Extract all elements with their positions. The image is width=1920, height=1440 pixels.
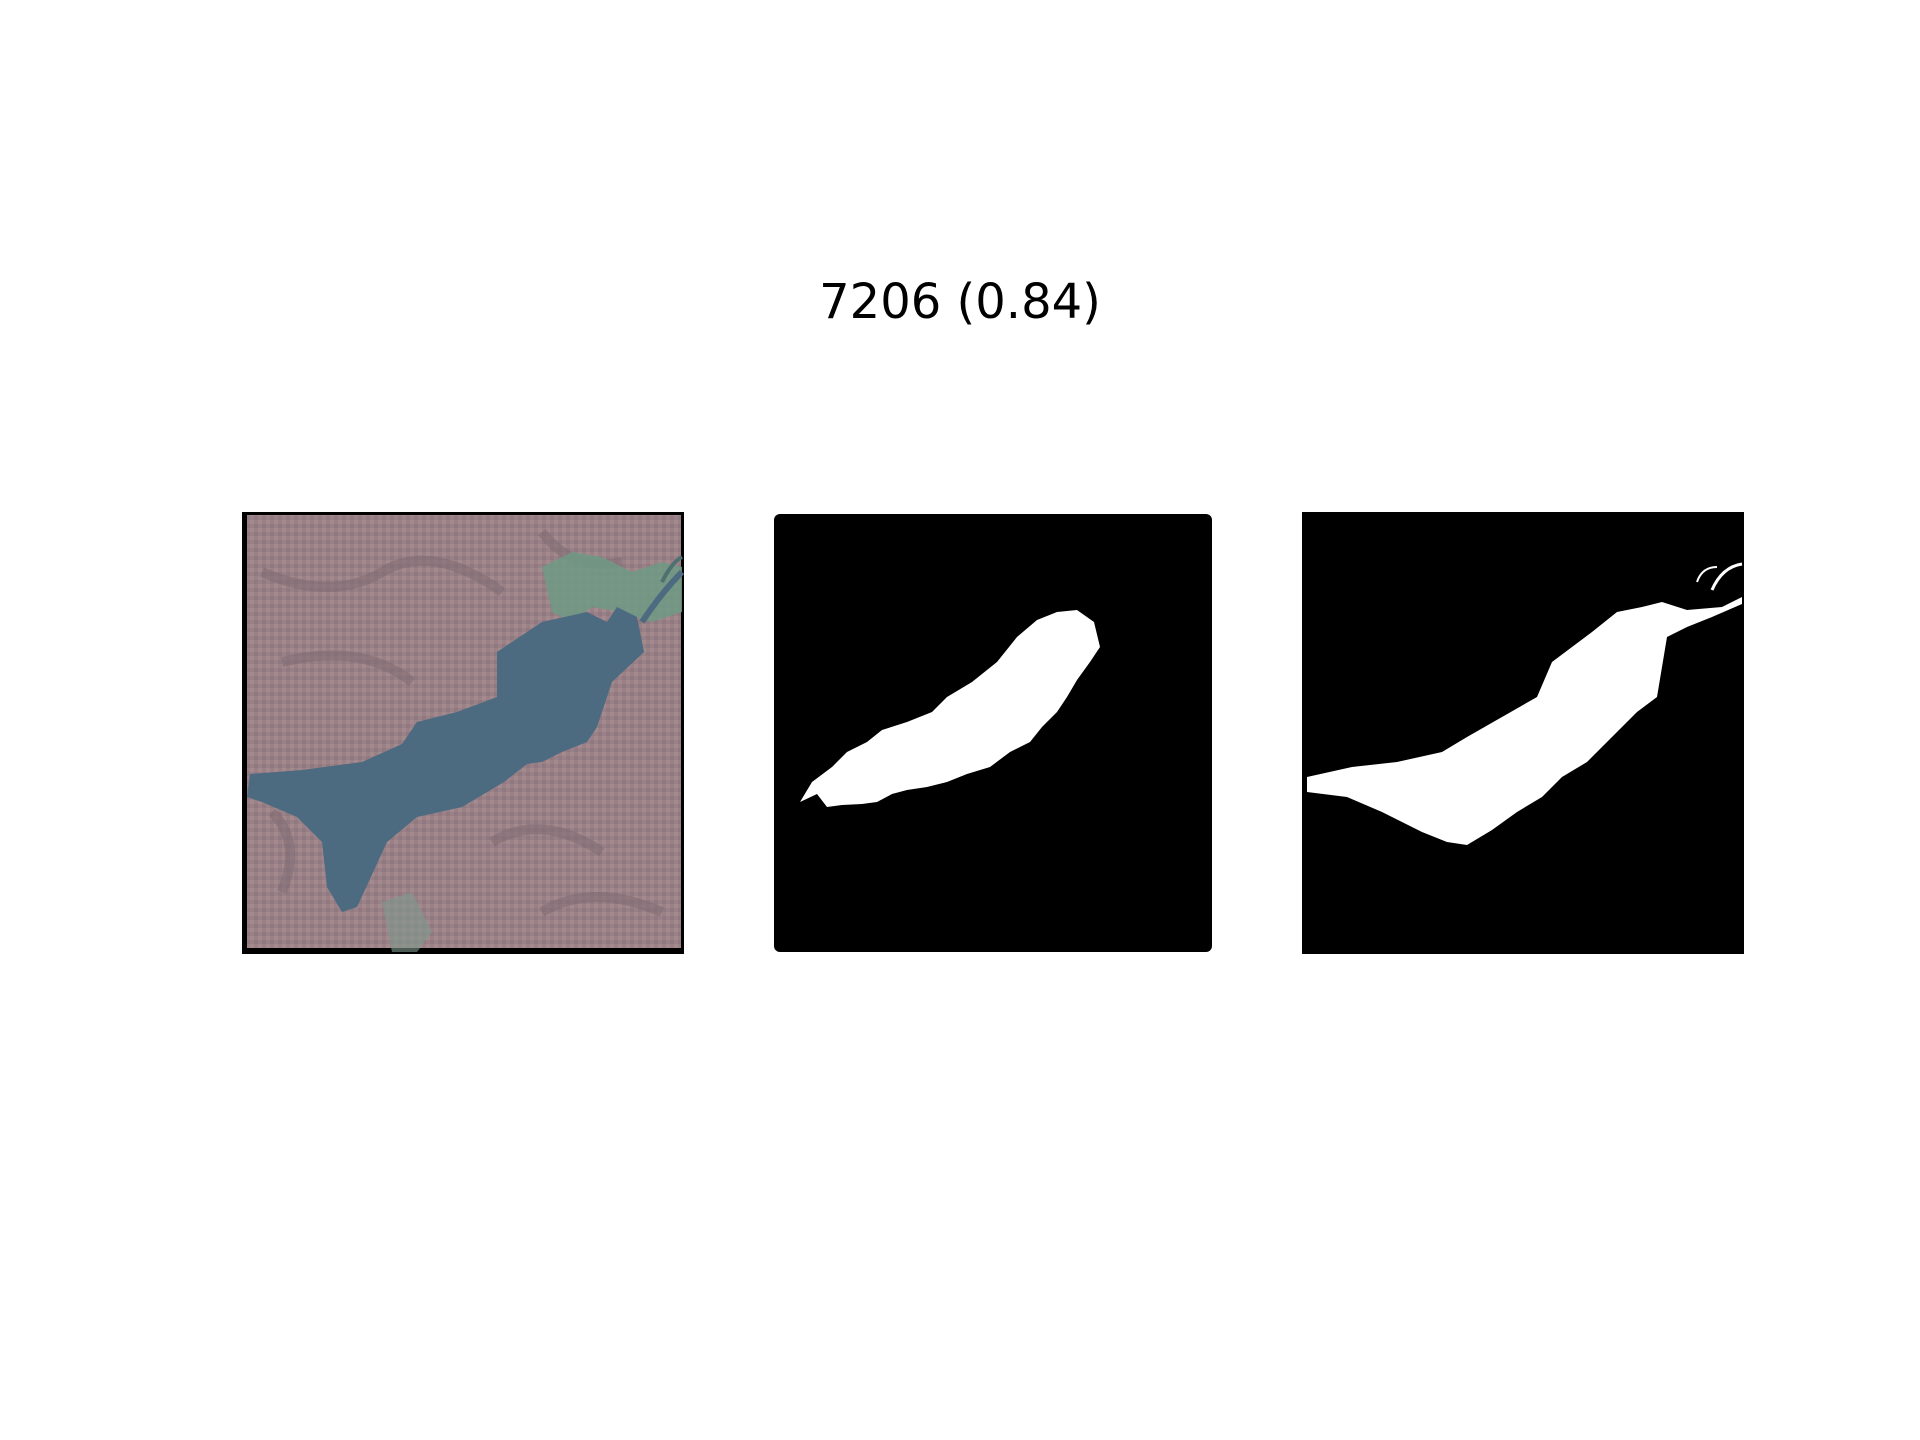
lake-water (247, 607, 644, 912)
mask-foreground (800, 610, 1100, 807)
predicted-mask-panel (772, 512, 1214, 954)
satellite-image-panel (242, 512, 684, 954)
satellite-image (242, 512, 684, 954)
ground-truth-mask (1302, 512, 1744, 954)
mask-foreground (1307, 597, 1742, 845)
predicted-mask (772, 512, 1214, 954)
ground-truth-mask-panel (1302, 512, 1744, 954)
vegetation-area (542, 552, 682, 622)
figure-title: 7206 (0.84) (819, 274, 1101, 330)
